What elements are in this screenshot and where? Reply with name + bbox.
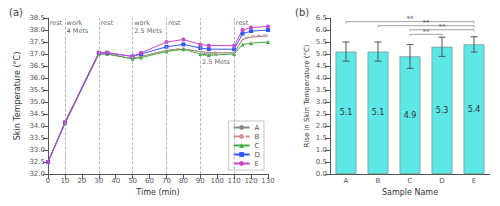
svg-text:38.0: 38.0 xyxy=(29,26,45,34)
svg-text:0.0: 0.0 xyxy=(316,170,327,178)
svg-text:5.0: 5.0 xyxy=(316,50,327,58)
svg-text:50: 50 xyxy=(128,177,137,185)
svg-text:100: 100 xyxy=(211,177,224,185)
svg-text:rest: rest xyxy=(100,19,113,27)
svg-text:130: 130 xyxy=(261,177,274,185)
svg-text:C: C xyxy=(408,177,413,185)
svg-text:E: E xyxy=(472,177,476,185)
svg-text:34.0: 34.0 xyxy=(29,122,45,130)
svg-text:4.5: 4.5 xyxy=(316,62,327,70)
svg-text:B: B xyxy=(255,133,260,141)
svg-text:**: ** xyxy=(407,15,415,23)
svg-text:(a): (a) xyxy=(9,7,23,18)
svg-text:6.5: 6.5 xyxy=(316,14,327,22)
svg-text:3.5: 3.5 xyxy=(316,86,327,94)
svg-text:Time (min): Time (min) xyxy=(135,188,179,197)
svg-text:2.0: 2.0 xyxy=(316,122,327,130)
svg-text:36.0: 36.0 xyxy=(29,74,45,82)
svg-text:work: work xyxy=(134,19,150,27)
svg-text:33.5: 33.5 xyxy=(29,134,45,142)
svg-text:2.5 Mets: 2.5 Mets xyxy=(134,27,163,35)
svg-text:5.1: 5.1 xyxy=(372,108,385,117)
svg-text:90: 90 xyxy=(196,177,205,185)
svg-text:0.5: 0.5 xyxy=(316,158,327,166)
svg-text:1.5: 1.5 xyxy=(316,134,327,142)
svg-text:**: ** xyxy=(439,23,447,31)
svg-text:5.3: 5.3 xyxy=(436,106,449,115)
svg-text:work: work xyxy=(67,19,83,27)
svg-text:33.0: 33.0 xyxy=(29,146,45,154)
svg-text:Rise in Skin Temperature (°C): Rise in Skin Temperature (°C) xyxy=(303,44,311,147)
svg-text:2.5: 2.5 xyxy=(316,110,327,118)
svg-text:37.5: 37.5 xyxy=(29,38,45,46)
svg-text:20: 20 xyxy=(77,177,86,185)
svg-text:rest: rest xyxy=(236,19,249,27)
svg-text:4.0: 4.0 xyxy=(316,74,327,82)
svg-text:70: 70 xyxy=(162,177,171,185)
svg-text:A: A xyxy=(255,124,260,132)
svg-text:120: 120 xyxy=(244,177,257,185)
svg-text:Skin Temperature (°C): Skin Temperature (°C) xyxy=(13,52,22,141)
svg-text:80: 80 xyxy=(179,177,188,185)
svg-text:**: ** xyxy=(423,19,431,27)
svg-text:4 Mets: 4 Mets xyxy=(67,27,89,35)
svg-text:32.5: 32.5 xyxy=(29,158,45,166)
svg-text:B: B xyxy=(376,177,381,185)
svg-text:A: A xyxy=(344,177,349,185)
svg-text:(b): (b) xyxy=(295,7,309,18)
svg-text:0: 0 xyxy=(46,177,50,185)
svg-text:38.5: 38.5 xyxy=(29,14,45,22)
svg-text:60: 60 xyxy=(145,177,154,185)
svg-text:110: 110 xyxy=(227,177,240,185)
svg-text:34.5: 34.5 xyxy=(29,110,45,118)
svg-text:6.0: 6.0 xyxy=(316,26,327,34)
svg-text:36.5: 36.5 xyxy=(29,62,45,70)
svg-text:37.0: 37.0 xyxy=(29,50,45,58)
svg-text:40: 40 xyxy=(111,177,120,185)
svg-text:5.5: 5.5 xyxy=(316,38,327,46)
svg-text:4.9: 4.9 xyxy=(404,111,417,120)
svg-text:10: 10 xyxy=(60,177,69,185)
svg-text:work: work xyxy=(202,50,218,59)
svg-text:C: C xyxy=(255,142,260,150)
svg-text:Sample Name: Sample Name xyxy=(382,188,438,197)
svg-text:2.5 Mets: 2.5 Mets xyxy=(202,58,231,66)
svg-text:E: E xyxy=(255,160,259,168)
svg-text:5.1: 5.1 xyxy=(340,108,353,117)
svg-text:rest: rest xyxy=(50,19,63,27)
svg-text:rest: rest xyxy=(168,19,181,27)
svg-text:30: 30 xyxy=(94,177,103,185)
svg-text:D: D xyxy=(255,151,260,159)
svg-text:32.0: 32.0 xyxy=(29,170,45,178)
svg-text:**: ** xyxy=(423,28,431,36)
svg-text:5.4: 5.4 xyxy=(468,105,481,114)
svg-text:1.0: 1.0 xyxy=(316,146,327,154)
svg-text:35.5: 35.5 xyxy=(29,86,45,94)
svg-text:35.0: 35.0 xyxy=(29,98,45,106)
svg-text:D: D xyxy=(439,177,444,185)
svg-text:3.0: 3.0 xyxy=(316,98,327,106)
